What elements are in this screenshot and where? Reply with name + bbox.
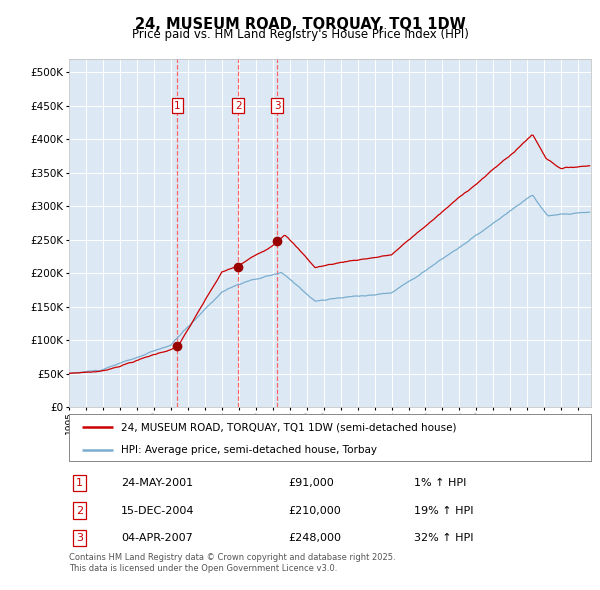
Text: 32% ↑ HPI: 32% ↑ HPI: [413, 533, 473, 543]
Text: 1: 1: [174, 101, 181, 111]
Text: 04-APR-2007: 04-APR-2007: [121, 533, 193, 543]
Text: 24, MUSEUM ROAD, TORQUAY, TQ1 1DW: 24, MUSEUM ROAD, TORQUAY, TQ1 1DW: [134, 17, 466, 31]
Text: 1% ↑ HPI: 1% ↑ HPI: [413, 478, 466, 488]
Text: 2: 2: [235, 101, 241, 111]
Text: 19% ↑ HPI: 19% ↑ HPI: [413, 506, 473, 516]
Text: 15-DEC-2004: 15-DEC-2004: [121, 506, 194, 516]
Text: £91,000: £91,000: [288, 478, 334, 488]
Text: 3: 3: [274, 101, 280, 111]
Text: 24-MAY-2001: 24-MAY-2001: [121, 478, 193, 488]
Text: Contains HM Land Registry data © Crown copyright and database right 2025.
This d: Contains HM Land Registry data © Crown c…: [69, 553, 395, 573]
Text: £210,000: £210,000: [288, 506, 341, 516]
Text: 2: 2: [76, 506, 83, 516]
Text: 24, MUSEUM ROAD, TORQUAY, TQ1 1DW (semi-detached house): 24, MUSEUM ROAD, TORQUAY, TQ1 1DW (semi-…: [121, 422, 457, 432]
Text: £248,000: £248,000: [288, 533, 341, 543]
Text: 1: 1: [76, 478, 83, 488]
Text: Price paid vs. HM Land Registry's House Price Index (HPI): Price paid vs. HM Land Registry's House …: [131, 28, 469, 41]
Text: HPI: Average price, semi-detached house, Torbay: HPI: Average price, semi-detached house,…: [121, 445, 377, 454]
Text: 3: 3: [76, 533, 83, 543]
